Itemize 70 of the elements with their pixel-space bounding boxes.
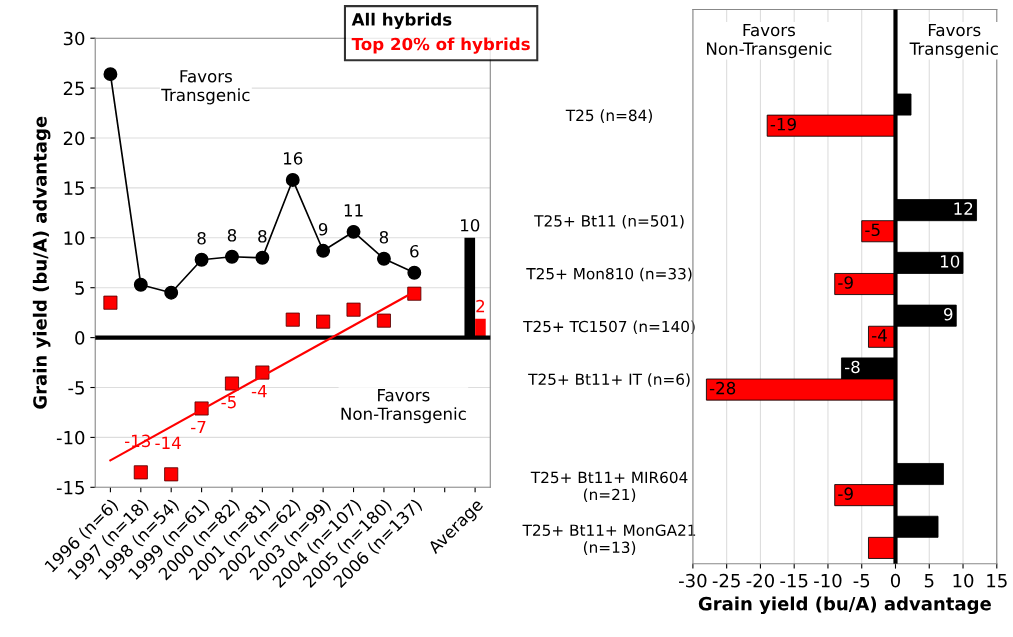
y-tick-label: T25+ TC1507 (n=140): [523, 320, 695, 335]
x-tick-label: 15: [987, 574, 1007, 588]
data-label: 10: [461, 218, 480, 232]
y-tick-label: 25: [63, 81, 84, 96]
data-label: -4: [251, 385, 267, 398]
data-label: -14: [155, 436, 181, 449]
x-tick-label: -30: [679, 573, 707, 588]
data-label: -5: [865, 223, 880, 237]
y-tick-label: -10: [56, 430, 85, 445]
x-tick-label: -15: [780, 574, 808, 588]
data-label: 6: [410, 244, 419, 258]
point: [407, 265, 422, 280]
x-tick-label: -5: [853, 574, 870, 588]
y-tick-label: 10: [64, 231, 85, 245]
data-label: 2: [476, 299, 485, 313]
data-label: -9: [838, 487, 853, 500]
data-label: -9: [838, 276, 853, 289]
data-label: 12: [954, 202, 973, 215]
data-label: 8: [379, 230, 389, 244]
x-tick-label: 10: [953, 573, 974, 588]
text: Favors Non-Transgenic: [707, 23, 832, 59]
point: [194, 252, 209, 267]
x-tick-label: 0: [890, 573, 901, 588]
point: [376, 251, 391, 266]
y-tick-label: T25+ Mon810 (n=33): [526, 267, 692, 282]
y-tick-label: 30: [63, 31, 85, 46]
data-label: -8: [844, 360, 860, 374]
y-tick-label: -5: [68, 381, 84, 395]
point: [225, 249, 239, 264]
annotation: Favors Non-Transgenic: [341, 389, 466, 424]
point: [255, 250, 270, 265]
data-label: 11: [344, 204, 363, 217]
data-label: 10: [940, 255, 960, 268]
point: [316, 243, 331, 258]
x-tick-label: 5: [924, 574, 934, 588]
text: All hybrids: [351, 12, 452, 30]
data-label: -19: [770, 117, 796, 131]
x-axis-title: Grain yield (bu/A) advantage: [698, 596, 991, 615]
y-tick-label: T25+ Bt11 (n=501): [534, 214, 684, 229]
point: [133, 277, 148, 292]
data-label: 9: [944, 307, 953, 321]
y-tick-label: T25+ Bt11+ IT (n=6): [528, 373, 690, 387]
y-axis-title: Grain yield (bu/A) advantage: [32, 116, 51, 409]
y-tick-label: T25+ Bt11+ MIR604 (n=21): [530, 471, 688, 503]
y-tick-label: T25+ Bt11+ MonGA21 (n=13): [522, 524, 696, 555]
y-tick-label: 15: [64, 181, 84, 196]
text: Top 20% of hybrids: [351, 37, 530, 54]
annotation: Favors Transgenic: [161, 70, 250, 105]
point: [103, 67, 118, 82]
data-label: 9: [318, 222, 328, 236]
point: [164, 285, 179, 300]
data-label: 8: [197, 231, 206, 245]
data-label: 16: [283, 152, 303, 165]
data-label: -28: [709, 381, 736, 395]
data-label: 8: [227, 228, 237, 242]
data-label: 8: [258, 229, 267, 243]
text: Favors Transgenic: [909, 23, 998, 59]
y-tick-label: -15: [56, 481, 84, 495]
x-tick-label: -25: [712, 573, 740, 588]
y-tick-label: T25 (n=84): [565, 109, 652, 123]
point: [285, 172, 300, 187]
x-tick-label: -20: [746, 573, 774, 588]
y-tick-label: 5: [75, 281, 84, 295]
data-label: -5: [221, 396, 236, 409]
point: [346, 224, 361, 239]
data-label: -4: [872, 329, 887, 342]
y-tick-label: 20: [63, 131, 85, 146]
y-tick-label: 0: [75, 331, 85, 345]
x-tick-label: -10: [814, 573, 842, 588]
data-label: -7: [191, 420, 206, 434]
